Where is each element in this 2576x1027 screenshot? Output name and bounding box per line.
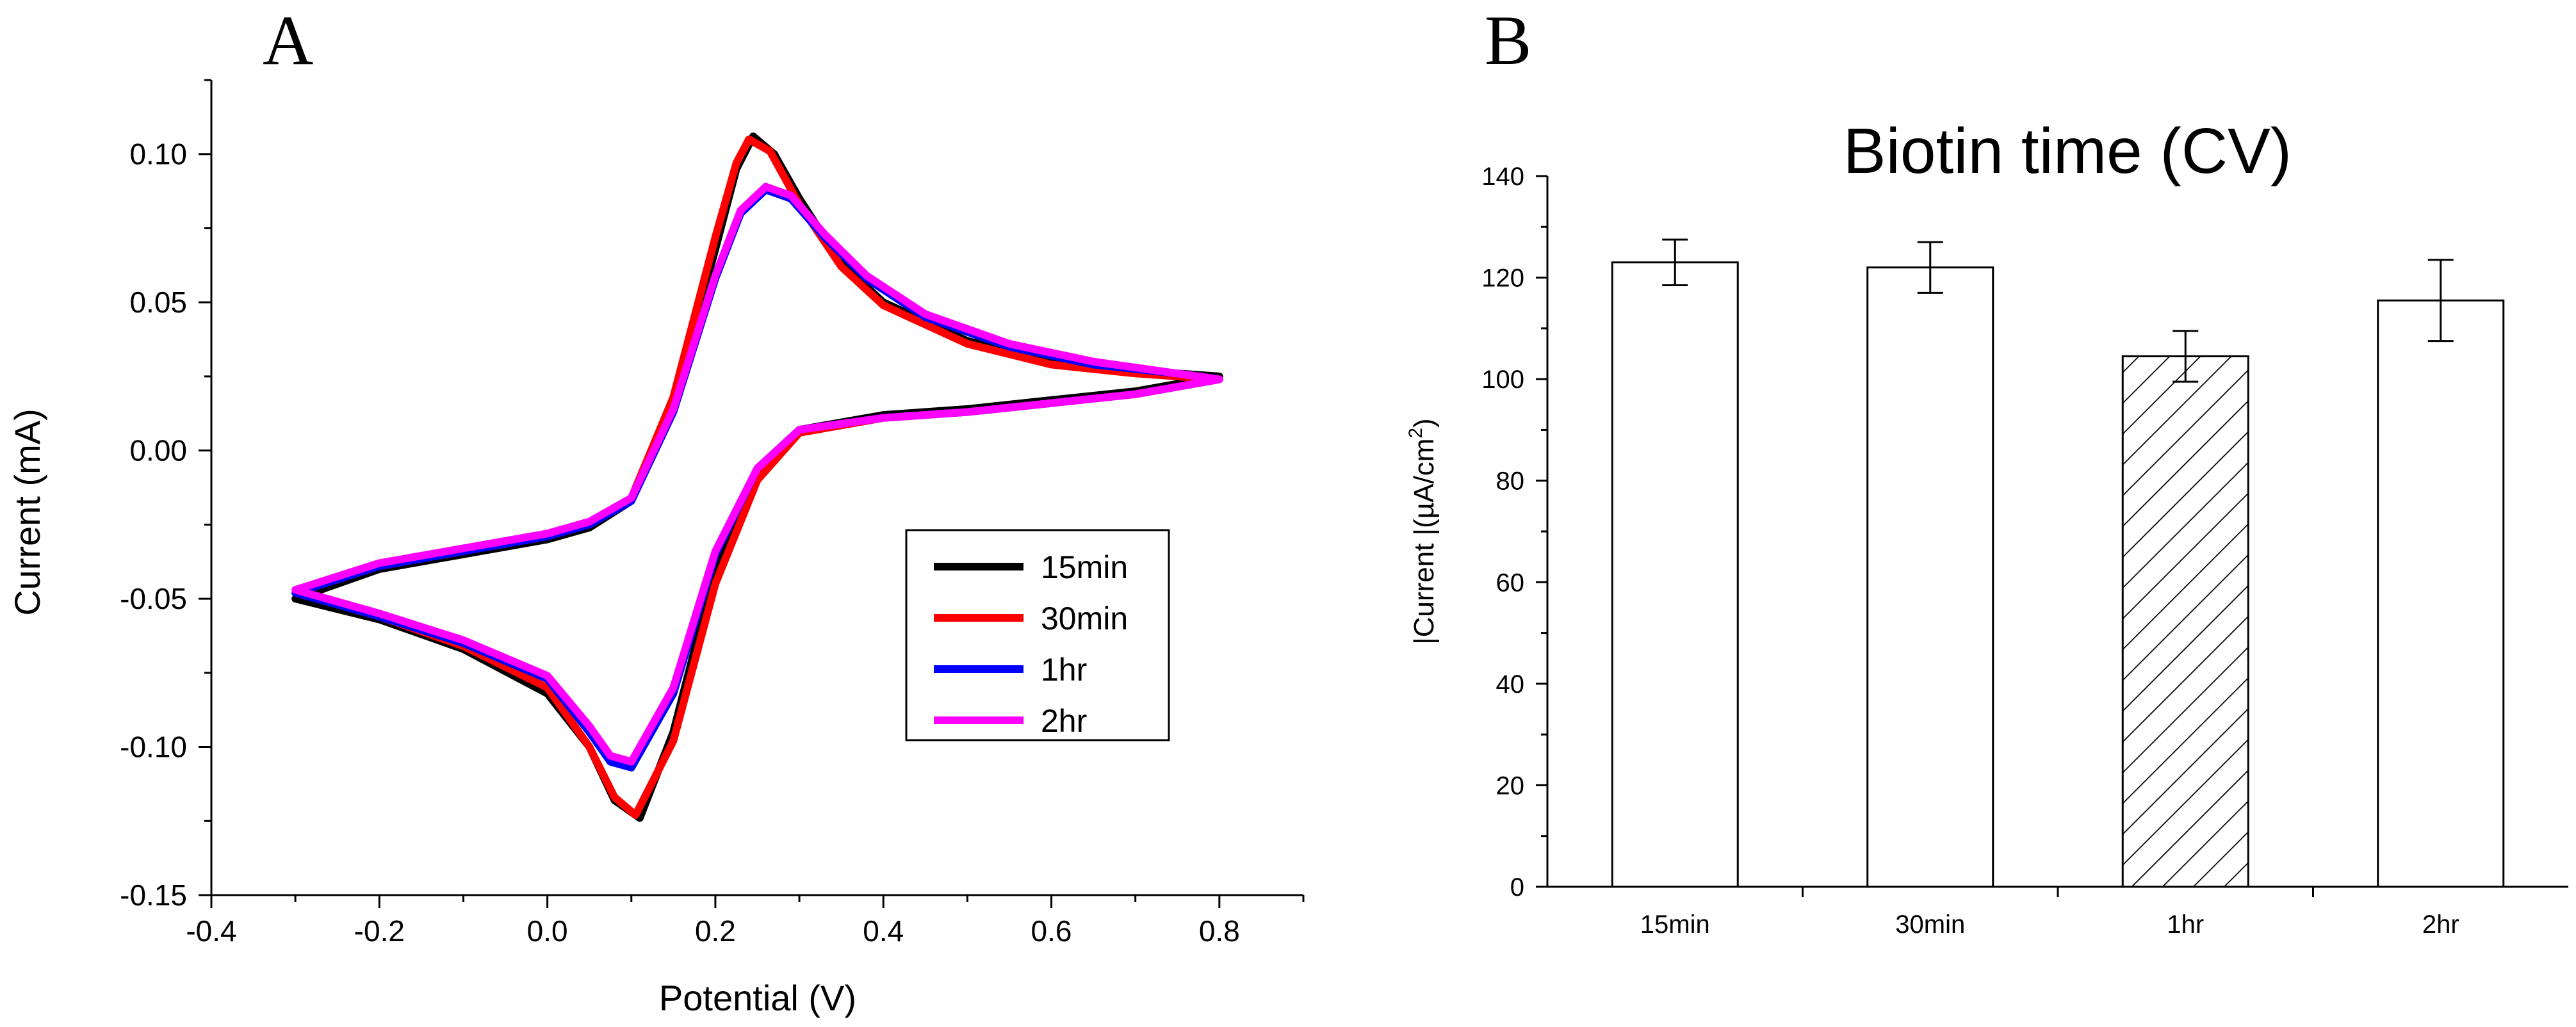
bar-2hr [2377, 299, 2505, 888]
category-label-15min: 15min [1640, 910, 1710, 939]
legend-label-2hr: 2hr [1041, 703, 1087, 739]
bar-y-tick-label: 20 [1496, 772, 1525, 800]
x-tick-label: -0.2 [354, 914, 405, 948]
bar-y-axis-ticks: 0 20 40 60 80 100 120 140 [1481, 163, 1547, 902]
x-tick-label: -0.4 [186, 914, 236, 948]
legend-label-30min: 30min [1041, 601, 1128, 636]
bar-y-tick-label: 0 [1510, 873, 1524, 902]
bar-y-axis-title: |Current |(µA/cm2) [1405, 418, 1440, 644]
bars [1611, 238, 2505, 888]
bar-y-tick-label: 80 [1496, 467, 1525, 496]
legend-label-15min: 15min [1041, 549, 1128, 585]
y-tick-label: -0.05 [120, 582, 187, 615]
panel-a-label: A [263, 1, 313, 79]
bar-y-tick-label: 100 [1481, 366, 1524, 394]
chart-title: Biotin time (CV) [1843, 115, 2292, 187]
bar-y-tick-label: 40 [1496, 670, 1525, 699]
y-axis-ticks: -0.15 -0.10 -0.05 0.00 0.05 0.10 [120, 79, 211, 912]
legend: 15min 30min 1hr 2hr [905, 529, 1170, 741]
bar-1hr [2121, 355, 2249, 888]
biotin-bar-chart: B Biotin time (CV) 0 20 40 60 80 100 120 140 15… [1405, 1, 2568, 939]
legend-box [905, 529, 1170, 741]
x-tick-label: 0.2 [695, 914, 736, 948]
category-label-1hr: 1hr [2167, 910, 2204, 939]
category-label-30min: 30min [1895, 910, 1965, 939]
series-line-2hr [291, 182, 1223, 766]
bar-y-tick-label: 140 [1481, 163, 1524, 191]
bar-y-title-tail: ) [1408, 418, 1440, 428]
x-axis-title: Potential (V) [659, 978, 856, 1018]
x-tick-label: 0.6 [1031, 914, 1072, 948]
bar-x-axis-ticks: 15min 30min 1hr 2hr [1640, 887, 2459, 939]
bar-30min [1866, 266, 1994, 888]
panel-b-label: B [1485, 1, 1531, 79]
category-label-2hr: 2hr [2422, 910, 2459, 939]
x-tick-label: 0.0 [527, 914, 568, 948]
bar-15min [1611, 261, 1739, 888]
x-tick-label: 0.8 [1199, 914, 1240, 948]
y-tick-label: 0.00 [129, 434, 187, 467]
y-tick-label: 0.05 [129, 286, 187, 319]
y-tick-label: -0.15 [120, 878, 187, 912]
cv-chart: A -0.4 -0.2 0.0 0.2 0.4 0.6 0.8 -0.15 -0.10 -0.0… [7, 1, 1305, 1018]
x-axis-ticks: -0.4 -0.2 0.0 0.2 0.4 0.6 0.8 [186, 895, 1305, 948]
legend-label-1hr: 1hr [1041, 652, 1087, 688]
x-tick-label: 0.4 [863, 914, 904, 948]
bar-y-title-sup: 2 [1405, 428, 1426, 439]
bar-y-title-main: |Current |(µA/cm [1408, 439, 1440, 645]
y-tick-label: -0.10 [120, 731, 187, 764]
bar-y-tick-label: 60 [1496, 569, 1525, 597]
y-axis-title: Current (mA) [7, 408, 47, 616]
y-tick-label: 0.10 [129, 138, 187, 171]
bar-y-tick-label: 120 [1481, 264, 1524, 293]
cv-curves [291, 133, 1223, 822]
